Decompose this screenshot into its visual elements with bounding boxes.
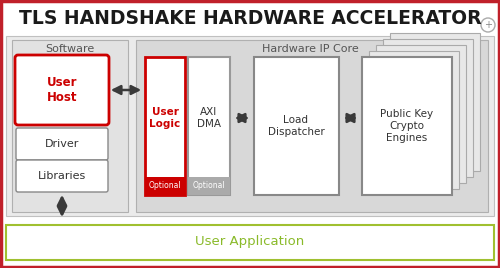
Text: User
Host: User Host <box>47 76 77 104</box>
Text: TLS HANDSHAKE HARDWARE ACCELERATOR: TLS HANDSHAKE HARDWARE ACCELERATOR <box>18 9 481 28</box>
Bar <box>145 177 185 195</box>
Bar <box>254 57 339 195</box>
Bar <box>383 39 473 177</box>
Bar <box>136 40 488 212</box>
FancyBboxPatch shape <box>15 55 109 125</box>
Text: +: + <box>484 20 492 30</box>
Bar <box>188 177 230 195</box>
Bar <box>6 225 494 260</box>
Bar <box>12 40 128 212</box>
Text: Optional: Optional <box>192 181 226 191</box>
Text: Load
Dispatcher: Load Dispatcher <box>268 115 324 137</box>
Text: Libraries: Libraries <box>38 171 86 181</box>
Text: Driver: Driver <box>45 139 79 149</box>
Text: User Application: User Application <box>196 236 304 248</box>
Text: Public Key
Crypto
Engines: Public Key Crypto Engines <box>380 109 434 143</box>
Bar <box>145 57 185 195</box>
Bar <box>390 33 480 171</box>
Text: Hardware IP Core: Hardware IP Core <box>262 44 358 54</box>
FancyBboxPatch shape <box>16 160 108 192</box>
Bar <box>6 36 494 216</box>
Bar <box>362 57 452 195</box>
Text: Optional: Optional <box>148 181 182 191</box>
Bar <box>376 45 466 183</box>
Bar <box>188 57 230 195</box>
FancyBboxPatch shape <box>16 128 108 160</box>
Text: Software: Software <box>46 44 94 54</box>
Bar <box>369 51 459 189</box>
Text: User
Logic: User Logic <box>150 107 180 129</box>
Text: AXI
DMA: AXI DMA <box>197 107 221 129</box>
